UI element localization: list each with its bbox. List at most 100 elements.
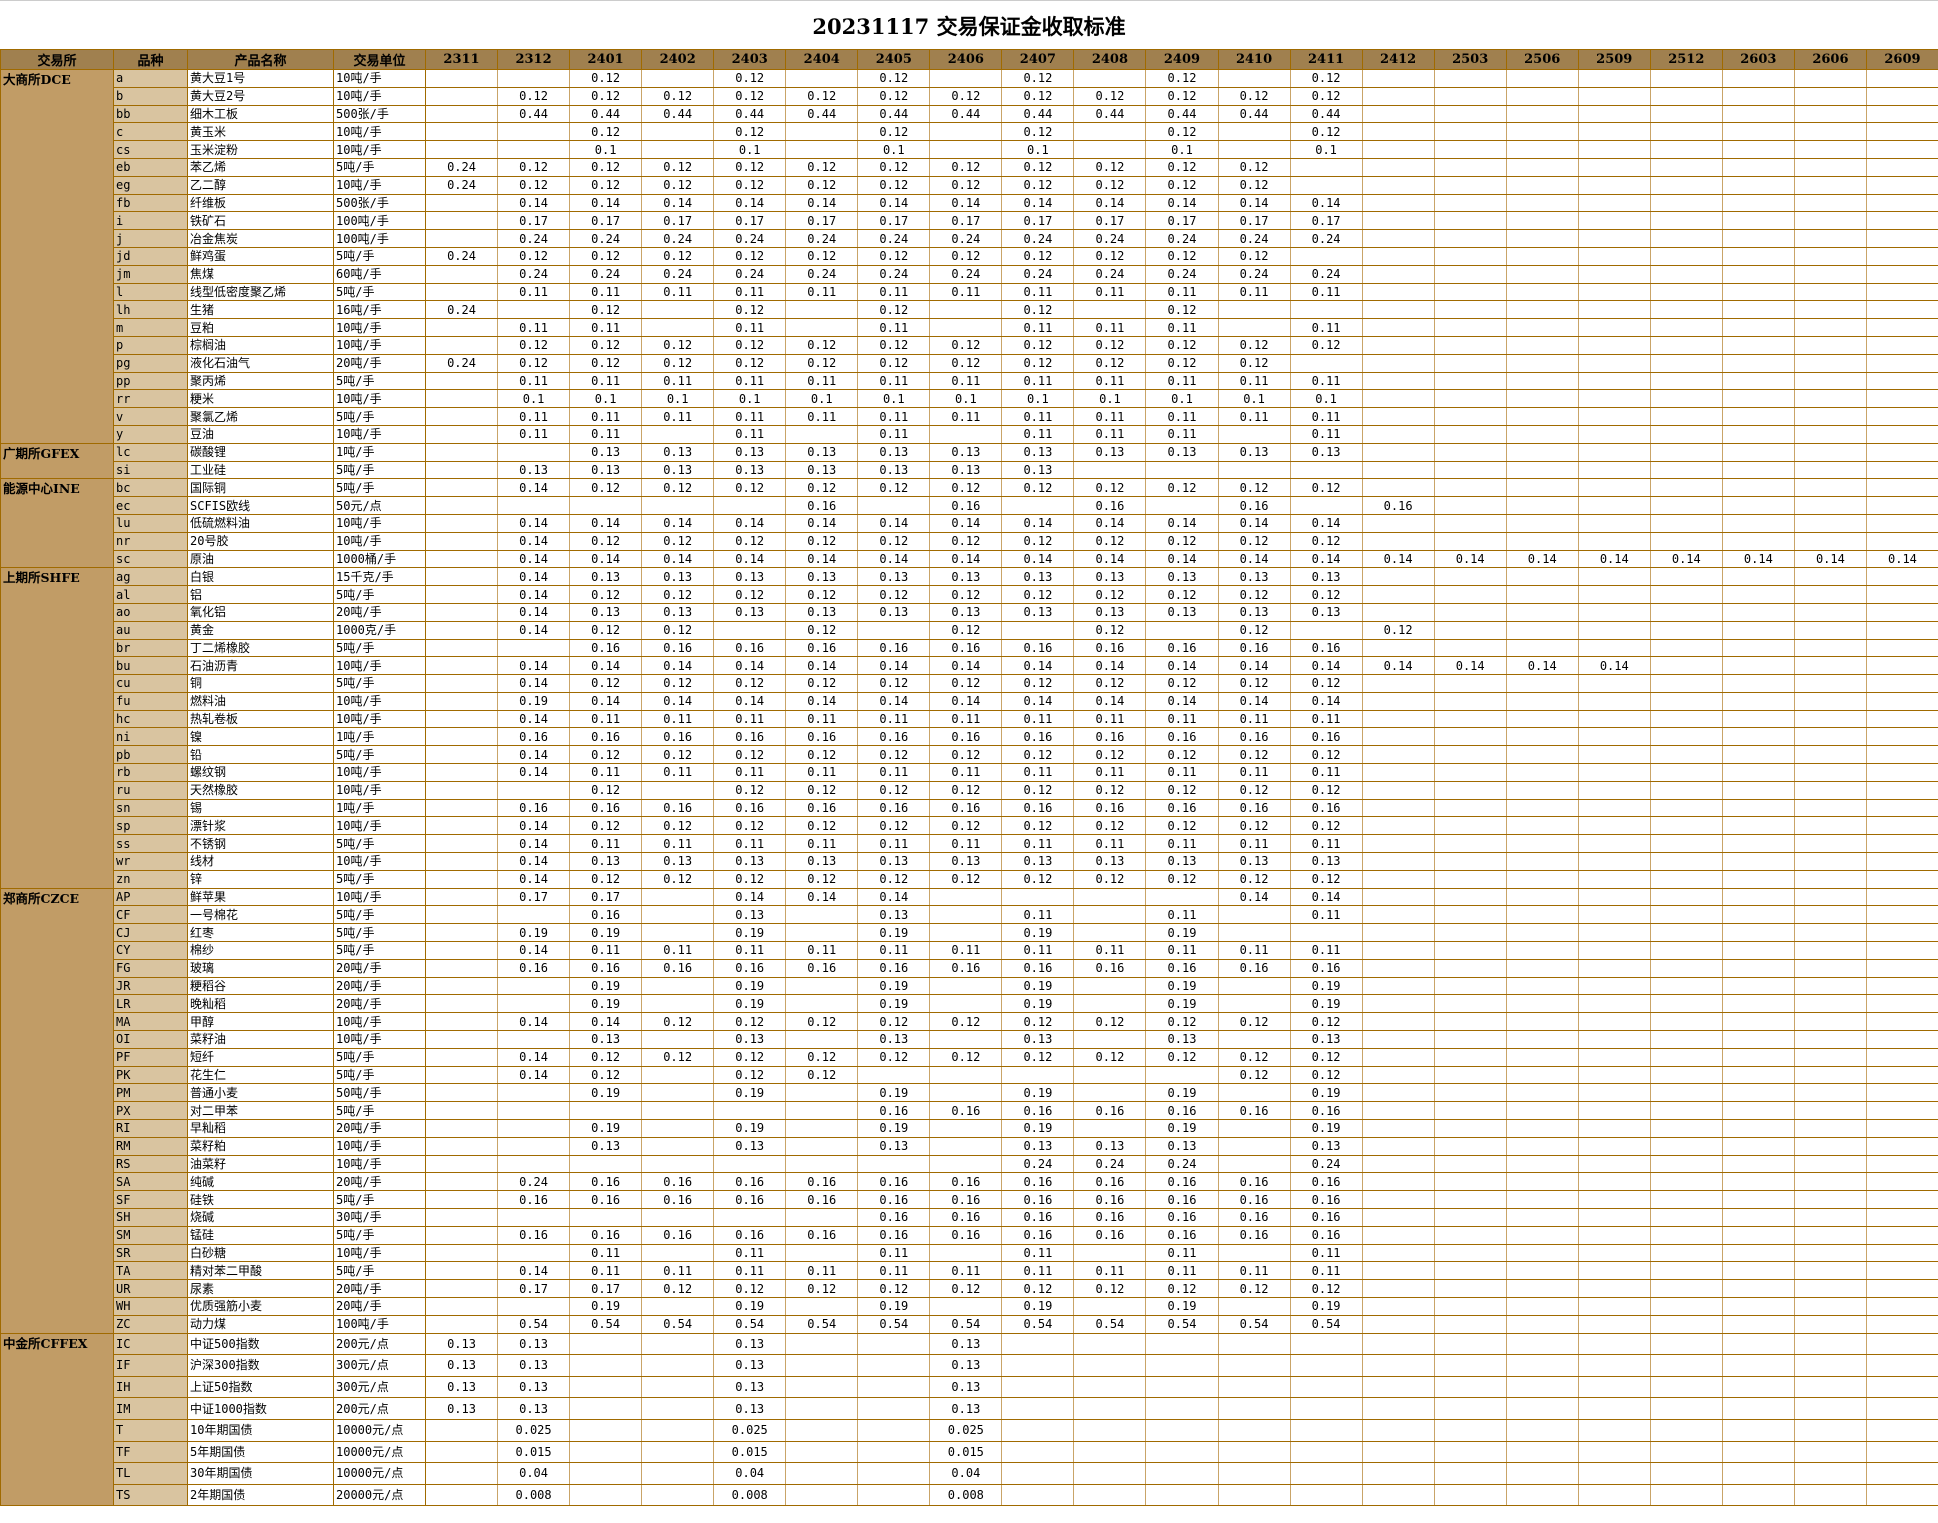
margin-rate-cell: 0.12 <box>1001 335 1075 355</box>
code-cell: TA <box>113 1261 188 1281</box>
margin-rate-cell <box>424 1296 499 1316</box>
margin-rate-cell <box>1721 941 1795 960</box>
code-cell: pp <box>113 371 188 391</box>
margin-rate-cell: 0.12 <box>1289 816 1363 836</box>
margin-rate-cell: 0.11 <box>929 709 1003 729</box>
margin-rate-cell <box>1361 460 1435 480</box>
margin-rate-cell <box>1793 246 1867 266</box>
margin-rate-cell <box>1001 1418 1075 1442</box>
margin-rate-cell: 0.14 <box>497 1047 571 1067</box>
margin-rate-cell: 0.12 <box>569 620 643 640</box>
product-name-cell: 动力煤 <box>187 1314 334 1334</box>
margin-rate-cell: 0.14 <box>497 602 571 622</box>
product-name-cell: 镍 <box>187 727 334 747</box>
margin-rate-cell <box>785 318 859 337</box>
margin-rate-cell <box>1793 460 1867 480</box>
margin-rate-cell: 0.13 <box>929 460 1003 480</box>
margin-rate-cell: 0.16 <box>929 1225 1003 1245</box>
margin-rate-cell <box>1865 264 1938 284</box>
margin-rate-cell: 0.16 <box>785 1172 859 1192</box>
margin-rate-cell <box>1361 264 1435 284</box>
product-name-cell: 10年期国债 <box>187 1418 334 1442</box>
margin-rate-cell: 0.16 <box>1145 1172 1219 1192</box>
margin-rate-cell: 0.12 <box>929 86 1003 106</box>
margin-rate-cell: 0.14 <box>785 691 859 711</box>
margin-rate-cell <box>1361 941 1435 960</box>
margin-rate-cell: 0.12 <box>1001 869 1075 889</box>
margin-rate-cell: 0.24 <box>1289 229 1363 248</box>
margin-rate-cell: 0.12 <box>857 531 931 551</box>
margin-rate-cell <box>424 424 499 444</box>
margin-rate-cell <box>1793 834 1867 854</box>
margin-rate-cell <box>1433 407 1507 426</box>
margin-rate-cell <box>1793 122 1867 142</box>
product-name-cell: 线型低密度聚乙烯 <box>187 282 334 302</box>
margin-rate-cell <box>1577 1279 1651 1298</box>
unit-cell: 10吨/手 <box>333 1012 426 1032</box>
margin-rate-cell: 0.17 <box>1145 211 1219 231</box>
unit-cell: 10吨/手 <box>333 513 426 533</box>
margin-rate-cell <box>1865 1208 1938 1227</box>
margin-rate-cell: 0.12 <box>929 620 1003 640</box>
margin-rate-cell: 0.12 <box>1073 86 1147 106</box>
margin-rate-cell: 0.12 <box>857 816 931 836</box>
product-name-cell: 黄玉米 <box>187 122 334 142</box>
margin-rate-cell <box>1361 175 1435 195</box>
margin-rate-cell <box>1721 318 1795 337</box>
margin-rate-cell <box>641 1119 715 1138</box>
margin-rate-cell: 0.11 <box>713 941 787 960</box>
margin-rate-cell <box>1865 585 1938 604</box>
margin-rate-cell <box>1505 709 1579 729</box>
margin-rate-cell <box>1865 1375 1938 1399</box>
margin-rate-cell <box>929 994 1003 1014</box>
margin-rate-cell <box>569 1332 643 1356</box>
margin-rate-cell <box>1649 211 1723 231</box>
margin-rate-cell <box>1361 1119 1435 1138</box>
margin-rate-cell <box>1217 1243 1291 1263</box>
margin-rate-cell <box>1505 318 1579 337</box>
margin-rate-cell <box>1865 994 1938 1014</box>
margin-rate-cell: 0.12 <box>569 531 643 551</box>
margin-rate-cell: 0.17 <box>1289 211 1363 231</box>
margin-rate-cell: 0.11 <box>713 709 787 729</box>
margin-rate-cell <box>641 1101 715 1121</box>
margin-rate-cell: 0.16 <box>785 1190 859 1209</box>
margin-rate-cell: 0.11 <box>641 282 715 302</box>
margin-rate-cell <box>1505 691 1579 711</box>
margin-rate-cell: 0.16 <box>1289 638 1363 658</box>
table-row: sn 锡 1吨/手 0.16 0.16 0.16 0.16 0.16 0.16 0.16 0.16 0… <box>1 798 1938 818</box>
product-name-cell: 2年期国债 <box>187 1483 334 1507</box>
header-product-name: 产品名称 <box>187 49 334 70</box>
product-name-cell: 纯碱 <box>187 1172 334 1192</box>
margin-rate-cell: 0.11 <box>1145 407 1219 426</box>
unit-cell: 5吨/手 <box>333 371 426 391</box>
code-cell: bc <box>113 478 188 498</box>
margin-rate-cell <box>1577 424 1651 444</box>
margin-rate-cell <box>1001 496 1075 515</box>
margin-rate-cell: 0.13 <box>424 1354 499 1377</box>
product-name-cell: 液化石油气 <box>187 353 334 373</box>
product-name-cell: 国际铜 <box>187 478 334 498</box>
product-name-cell: 鲜鸡蛋 <box>187 246 334 266</box>
margin-rate-cell <box>1577 335 1651 355</box>
margin-rate-cell: 0.16 <box>929 496 1003 515</box>
margin-rate-cell: 0.14 <box>641 691 715 711</box>
margin-rate-cell <box>1505 1208 1579 1227</box>
margin-rate-cell: 0.12 <box>569 86 643 106</box>
margin-rate-cell <box>1577 638 1651 658</box>
margin-rate-cell: 0.12 <box>1289 122 1363 142</box>
margin-rate-cell: 0.12 <box>569 69 643 88</box>
margin-rate-cell <box>1865 122 1938 142</box>
unit-cell: 20吨/手 <box>333 976 426 996</box>
margin-rate-cell: 0.13 <box>857 602 931 622</box>
margin-rate-cell: 0.13 <box>1289 1030 1363 1049</box>
margin-rate-cell <box>1505 1261 1579 1281</box>
table-row: TL 30年期国债 10000元/点 0.04 0.04 0.04 <box>1 1462 1938 1485</box>
margin-rate-cell <box>1577 513 1651 533</box>
margin-rate-cell: 0.12 <box>1217 353 1291 373</box>
margin-rate-cell <box>1505 282 1579 302</box>
margin-rate-cell <box>1073 1030 1147 1049</box>
product-name-cell: 不锈钢 <box>187 834 334 854</box>
unit-cell: 50吨/手 <box>333 1083 426 1103</box>
margin-rate-cell <box>1649 1101 1723 1121</box>
